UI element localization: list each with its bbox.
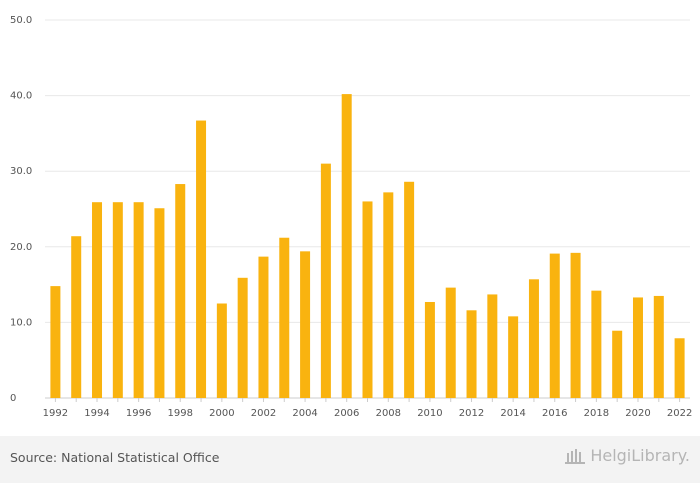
bar: [362, 201, 373, 398]
y-tick-label: 20.0: [10, 242, 32, 253]
bar: [445, 287, 456, 398]
x-tick-label: 2020: [625, 408, 650, 419]
x-tick-label: 1998: [168, 408, 193, 419]
helgilibrary-logo[interactable]: HelgiLibrary.: [564, 446, 690, 465]
bar: [591, 290, 602, 398]
y-tick-label: 50.0: [10, 15, 32, 26]
bar: [632, 297, 643, 398]
bar: [258, 256, 269, 398]
library-columns-icon: [564, 447, 586, 465]
bar: [404, 181, 415, 398]
x-tick-label: 2012: [459, 408, 484, 419]
bar: [279, 237, 290, 398]
x-tick-label: 2018: [584, 408, 609, 419]
bar: [175, 184, 186, 398]
x-tick-label: 2010: [417, 408, 442, 419]
footer-band: [0, 436, 700, 483]
y-tick-label: 30.0: [10, 166, 32, 177]
bar: [300, 251, 311, 398]
bar: [487, 294, 498, 398]
bar: [549, 253, 560, 398]
bar: [674, 338, 685, 398]
x-tick-label: 2016: [542, 408, 567, 419]
bar: [528, 279, 539, 398]
x-tick-label: 2006: [334, 408, 359, 419]
bar: [466, 310, 477, 398]
x-tick-label: 2014: [500, 408, 525, 419]
bar: [50, 286, 61, 398]
bar: [237, 277, 248, 398]
bar: [570, 252, 581, 398]
bar: [653, 295, 664, 398]
logo-text: HelgiLibrary.: [590, 446, 690, 465]
bar: [341, 94, 352, 398]
bar: [112, 202, 123, 398]
x-tick-label: 2000: [209, 408, 234, 419]
x-tick-label: 2022: [667, 408, 692, 419]
bar: [508, 316, 519, 398]
bar: [383, 192, 394, 398]
source-note: Source: National Statistical Office: [10, 450, 220, 465]
bar: [154, 208, 165, 398]
y-tick-label: 10.0: [10, 317, 32, 328]
bar: [320, 163, 331, 398]
bar: [424, 301, 435, 398]
bar: [216, 303, 227, 398]
bar: [612, 330, 623, 398]
bar: [71, 236, 82, 398]
x-tick-label: 1994: [84, 408, 109, 419]
x-tick-label: 1992: [43, 408, 68, 419]
y-tick-label: 40.0: [10, 91, 32, 102]
y-tick-label: 0: [10, 393, 16, 404]
x-tick-label: 2008: [376, 408, 401, 419]
x-tick-label: 2002: [251, 408, 276, 419]
bar: [133, 202, 144, 398]
x-tick-label: 2004: [292, 408, 317, 419]
bar: [92, 202, 103, 398]
bar: [196, 120, 207, 398]
x-tick-label: 1996: [126, 408, 151, 419]
